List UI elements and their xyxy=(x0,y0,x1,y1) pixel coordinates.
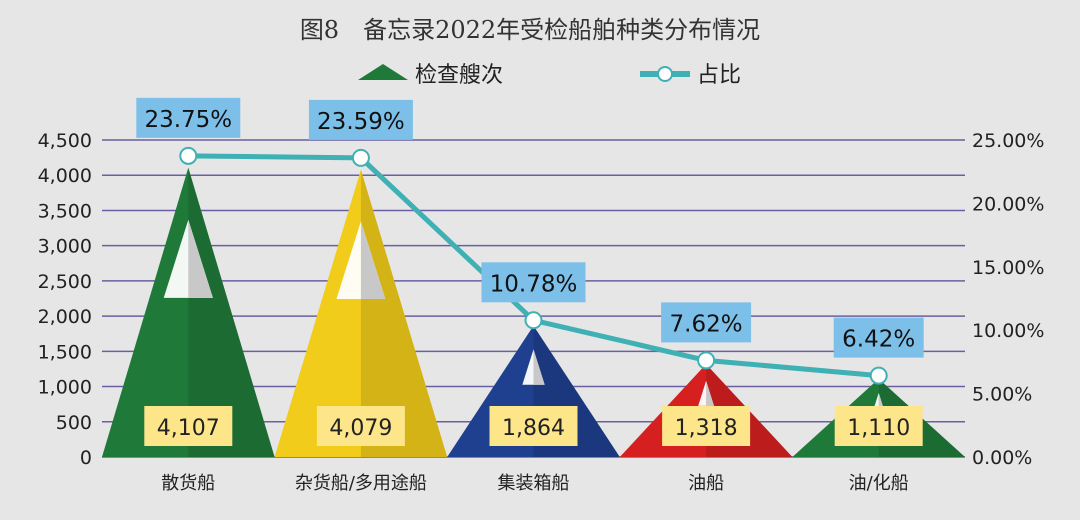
y-left-tick-label: 0 xyxy=(80,447,92,469)
share-value-label: 23.75% xyxy=(136,97,241,138)
category-labels: 散货船 杂货船/多用途船 集装箱船 油船 油/化船 xyxy=(161,473,908,494)
legend-line-marker xyxy=(657,66,673,82)
bar-highlight-shade xyxy=(188,219,213,298)
share-value-label-bg xyxy=(136,97,241,138)
share-value-label-text: 6.42% xyxy=(842,327,915,353)
share-value-label-text: 10.78% xyxy=(490,271,578,297)
share-point xyxy=(697,351,716,370)
y-right-tick-label: 10.00% xyxy=(972,320,1044,342)
bar-value-label-text: 4,107 xyxy=(157,416,220,441)
bar-value-label-bg xyxy=(834,406,923,446)
y-left-tick-label: 2,000 xyxy=(38,306,92,328)
y-left-tick-label: 3,000 xyxy=(38,236,92,258)
bar-value-label: 1,318 xyxy=(662,406,751,446)
legend-item-bar: 检查艘次 xyxy=(358,63,503,88)
bar-value-label: 4,079 xyxy=(316,406,405,446)
legend-item-line: 占比 xyxy=(640,63,741,88)
bar-value-label: 4,107 xyxy=(144,406,233,446)
y-right-tick-label: 0.00% xyxy=(972,447,1032,469)
share-value-label-text: 7.62% xyxy=(670,311,743,337)
x-category-label: 油船 xyxy=(688,473,724,494)
bar-value-label-bg xyxy=(316,406,405,446)
share-point xyxy=(524,311,543,330)
y-right-tick-label: 25.00% xyxy=(972,130,1044,152)
bar-value-label: 1,110 xyxy=(834,406,923,446)
x-category-label: 油/化船 xyxy=(849,473,909,494)
x-category-label: 散货船 xyxy=(161,473,215,494)
share-point xyxy=(351,148,370,167)
bar-shape xyxy=(102,167,275,457)
bar-shade xyxy=(360,169,448,457)
share-point xyxy=(179,146,198,165)
bar-value-label-bg xyxy=(662,406,751,446)
share-value-label: 6.42% xyxy=(833,317,924,358)
bar-highlight-shade xyxy=(706,380,714,406)
share-value-label-bg xyxy=(661,302,752,343)
bar-highlight-shade xyxy=(360,221,386,299)
share-value-label-bg xyxy=(308,99,413,140)
value-labels: 4,107 4,079 1,864 1,318 1,110 xyxy=(144,406,923,446)
share-value-label: 23.59% xyxy=(308,99,413,140)
legend-line-label: 占比 xyxy=(697,63,741,88)
bar-value-label-text: 4,079 xyxy=(329,416,392,441)
legend-bar-label: 检查艘次 xyxy=(415,63,503,88)
y-axis-right: 0.00% 5.00% 10.00% 15.00% 20.00% 25.00% xyxy=(972,130,1044,469)
share-value-label-bg xyxy=(481,262,586,303)
y-left-tick-label: 500 xyxy=(56,412,92,434)
x-category-label: 集装箱船 xyxy=(498,473,570,494)
y-right-tick-label: 20.00% xyxy=(972,193,1044,215)
chart-title: 图8 备忘录2022年受检船舶种类分布情况 xyxy=(300,16,760,44)
bar-shade xyxy=(188,167,275,457)
bar-value-label-text: 1,318 xyxy=(675,416,738,441)
share-value-label-bg xyxy=(833,317,924,358)
share-point xyxy=(869,366,888,385)
y-axis-left: 0 500 1,000 1,500 2,000 2,500 3,000 3,500 4,000 4… xyxy=(38,130,92,469)
bar-value-label: 1,864 xyxy=(489,406,578,446)
share-labels: 23.75% 23.59% 10.78% 7.62% 6.42% xyxy=(136,97,924,358)
bar-value-label-bg xyxy=(144,406,233,446)
share-line xyxy=(179,146,888,385)
legend-bar-swatch xyxy=(358,64,408,80)
bar-shape xyxy=(274,169,448,457)
y-left-tick-label: 1,000 xyxy=(38,377,92,399)
y-right-tick-label: 5.00% xyxy=(972,384,1032,406)
y-left-tick-label: 1,500 xyxy=(38,341,92,363)
bar xyxy=(274,169,448,457)
share-value-label-text: 23.75% xyxy=(144,107,232,133)
bar-value-label-text: 1,864 xyxy=(502,416,565,441)
y-left-tick-label: 4,000 xyxy=(38,165,92,187)
bar-highlight-shade xyxy=(533,349,545,385)
bar-value-label-text: 1,110 xyxy=(847,416,910,441)
y-left-tick-label: 3,500 xyxy=(38,200,92,222)
bar xyxy=(102,167,275,457)
x-category-label: 杂货船/多用途船 xyxy=(295,473,427,494)
y-right-tick-label: 15.00% xyxy=(972,257,1044,279)
bar-value-label-bg xyxy=(489,406,578,446)
y-left-tick-label: 4,500 xyxy=(38,130,92,152)
share-value-label-text: 23.59% xyxy=(317,109,405,135)
share-value-label: 10.78% xyxy=(481,262,586,303)
share-value-label: 7.62% xyxy=(661,302,752,343)
y-left-tick-label: 2,500 xyxy=(38,271,92,293)
legend: 检查艘次 占比 xyxy=(358,63,741,88)
